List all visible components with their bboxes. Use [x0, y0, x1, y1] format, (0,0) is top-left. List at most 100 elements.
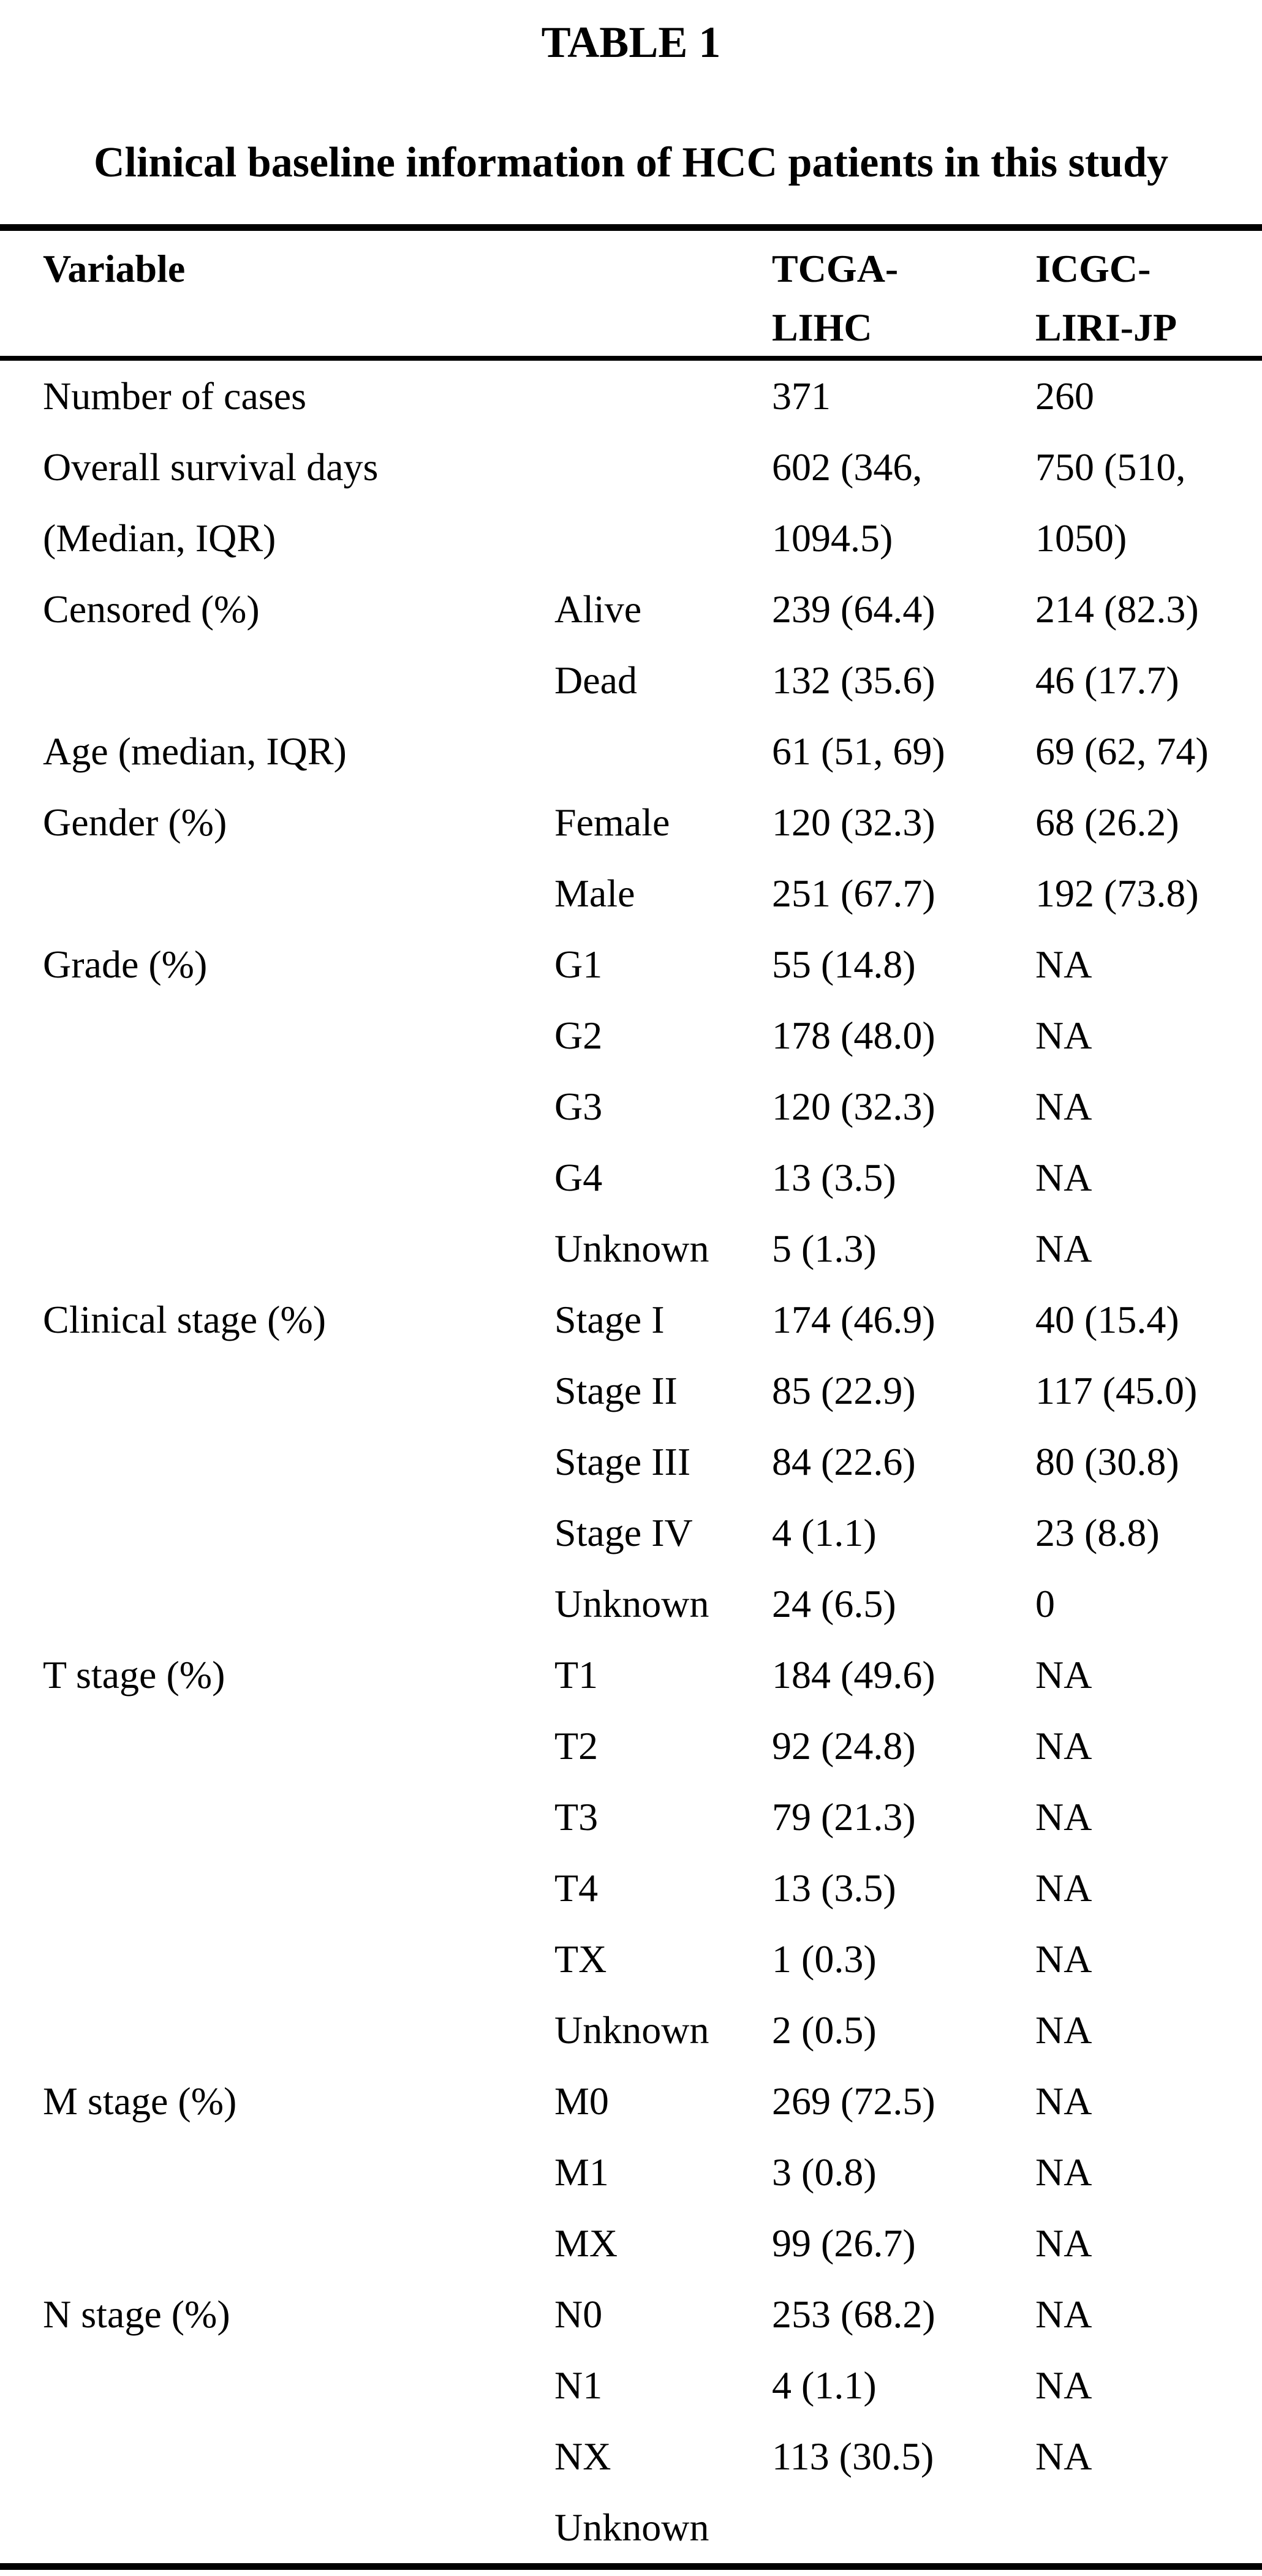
- cell-subcategory: Stage II: [554, 1369, 678, 1412]
- header-variable: Variable: [43, 239, 554, 298]
- table-row: Stage III 84 (22.6) 80 (30.8): [0, 1426, 1262, 1497]
- cell-icgc-value: NA: [1035, 1937, 1092, 1981]
- cell-icgc-value: NA: [1035, 1724, 1092, 1768]
- cell-tcga-value: 13 (3.5): [772, 1866, 896, 1910]
- cell-variable: Number of cases: [43, 374, 307, 418]
- table-row: Unknown 24 (6.5) 0: [0, 1569, 1262, 1640]
- table-row: T2 92 (24.8) NA: [0, 1711, 1262, 1782]
- table-body: Number of cases 371 260 Overall survival…: [0, 361, 1262, 2563]
- cell-subcategory: N0: [554, 2292, 603, 2336]
- cell-tcga-value: 120 (32.3): [772, 1085, 935, 1128]
- cell-icgc-value: NA: [1035, 1653, 1092, 1697]
- table-row: Unknown: [0, 2492, 1262, 2563]
- header-tcga-line2: LIHC: [772, 306, 872, 349]
- cell-variable: [43, 1569, 554, 1640]
- table-label: TABLE 1: [541, 18, 721, 67]
- cell-subcategory: Unknown: [554, 2506, 709, 2549]
- header-variable-label: Variable: [43, 247, 186, 290]
- cell-subcategory: T2: [554, 1724, 599, 1768]
- cell-variable: [43, 2208, 554, 2279]
- cell-variable: N stage (%): [43, 2292, 230, 2336]
- cell-variable: [43, 1924, 554, 1995]
- header-icgc-line1: ICGC-: [1035, 247, 1151, 290]
- cell-icgc-value: 40 (15.4): [1035, 1298, 1179, 1341]
- cell-variable: [43, 2421, 554, 2492]
- cell-subcategory: Female: [554, 800, 670, 844]
- cell-line: 750 (510,: [1035, 445, 1186, 489]
- cell-subcategory: G2: [554, 1014, 603, 1057]
- cell-subcategory: Alive: [554, 587, 642, 631]
- cell-subcategory: G3: [554, 1085, 603, 1128]
- table-row: Male 251 (67.7) 192 (73.8): [0, 858, 1262, 929]
- table-row: TX 1 (0.3) NA: [0, 1924, 1262, 1995]
- cell-tcga-value: 61 (51, 69): [772, 729, 945, 773]
- cell-subcategory: [554, 716, 772, 787]
- cell-variable: [43, 2137, 554, 2208]
- cell-subcategory: [554, 361, 772, 432]
- table-row: Dead 132 (35.6) 46 (17.7): [0, 645, 1262, 716]
- cell-variable: Censored (%): [43, 587, 260, 631]
- cell-icgc-value: 80 (30.8): [1035, 1440, 1179, 1483]
- cell-subcategory: T1: [554, 1653, 599, 1697]
- table-row: Unknown 5 (1.3) NA: [0, 1213, 1262, 1284]
- cell-subcategory: M0: [554, 2079, 609, 2123]
- table-row: M stage (%) M0 269 (72.5) NA: [0, 2066, 1262, 2137]
- cell-variable: [43, 1853, 554, 1924]
- cell-subcategory: Stage IV: [554, 1511, 693, 1554]
- cell-line: (Median, IQR): [43, 516, 276, 560]
- table-header-row: Variable TCGA- LIHC ICGC- LIRI-JP: [0, 231, 1262, 361]
- cell-subcategory: TX: [554, 1937, 607, 1981]
- cell-subcategory: [554, 432, 772, 574]
- cell-variable: Overall survival days (Median, IQR): [43, 432, 554, 574]
- cell-tcga-value: 55 (14.8): [772, 943, 916, 986]
- cell-icgc-value: NA: [1035, 1866, 1092, 1910]
- cell-subcategory: MX: [554, 2221, 618, 2265]
- cell-tcga-value: 92 (24.8): [772, 1724, 916, 1768]
- cell-variable: [43, 1071, 554, 1142]
- table-row: Censored (%) Alive 239 (64.4) 214 (82.3): [0, 574, 1262, 645]
- cell-subcategory: Unknown: [554, 1227, 709, 1270]
- cell-tcga-value: 4 (1.1): [772, 2363, 877, 2407]
- cell-icgc-value: NA: [1035, 2292, 1092, 2336]
- cell-tcga-value: 371: [772, 374, 831, 418]
- cell-variable: [43, 1213, 554, 1284]
- cell-subcategory: T4: [554, 1866, 599, 1910]
- table-row: T3 79 (21.3) NA: [0, 1782, 1262, 1853]
- cell-tcga-value: 113 (30.5): [772, 2435, 934, 2478]
- table-row: Grade (%) G1 55 (14.8) NA: [0, 929, 1262, 1000]
- cell-icgc-value: 117 (45.0): [1035, 1369, 1198, 1412]
- table-row: Clinical stage (%) Stage I 174 (46.9) 40…: [0, 1284, 1262, 1355]
- cell-tcga-value: 5 (1.3): [772, 1227, 877, 1270]
- cell-icgc-value: 0: [1035, 1582, 1055, 1625]
- cell-variable: [43, 1355, 554, 1426]
- cell-subcategory: Stage I: [554, 1298, 665, 1341]
- cell-icgc-value: 192 (73.8): [1035, 872, 1199, 915]
- cell-tcga-value: 84 (22.6): [772, 1440, 916, 1483]
- cell-tcga-value: 239 (64.4): [772, 587, 935, 631]
- cell-icgc-value: NA: [1035, 2079, 1092, 2123]
- cell-tcga-value: [772, 2492, 1035, 2563]
- cell-icgc-value: 23 (8.8): [1035, 1511, 1160, 1554]
- table-row: NX 113 (30.5) NA: [0, 2421, 1262, 2492]
- cell-subcategory: Unknown: [554, 1582, 709, 1625]
- cell-variable: M stage (%): [43, 2079, 237, 2123]
- cell-tcga-value: 1 (0.3): [772, 1937, 877, 1981]
- cell-icgc-value: NA: [1035, 2363, 1092, 2407]
- cell-tcga-value: 602 (346, 1094.5): [772, 432, 1035, 574]
- table-row: G4 13 (3.5) NA: [0, 1142, 1262, 1213]
- cell-icgc-value: 260: [1035, 374, 1094, 418]
- cell-tcga-value: 79 (21.3): [772, 1795, 916, 1839]
- cell-icgc-value: NA: [1035, 1085, 1092, 1128]
- cell-subcategory: Male: [554, 872, 635, 915]
- cell-tcga-value: 251 (67.7): [772, 872, 935, 915]
- cell-icgc-value: NA: [1035, 1014, 1092, 1057]
- cell-subcategory: T3: [554, 1795, 599, 1839]
- cell-icgc-value: 69 (62, 74): [1035, 729, 1209, 773]
- cell-subcategory: M1: [554, 2150, 609, 2194]
- cell-variable: [43, 1142, 554, 1213]
- table-row: G2 178 (48.0) NA: [0, 1000, 1262, 1071]
- table-row: T stage (%) T1 184 (49.6) NA: [0, 1640, 1262, 1711]
- cell-tcga-value: 13 (3.5): [772, 1156, 896, 1199]
- cell-tcga-value: 132 (35.6): [772, 658, 935, 702]
